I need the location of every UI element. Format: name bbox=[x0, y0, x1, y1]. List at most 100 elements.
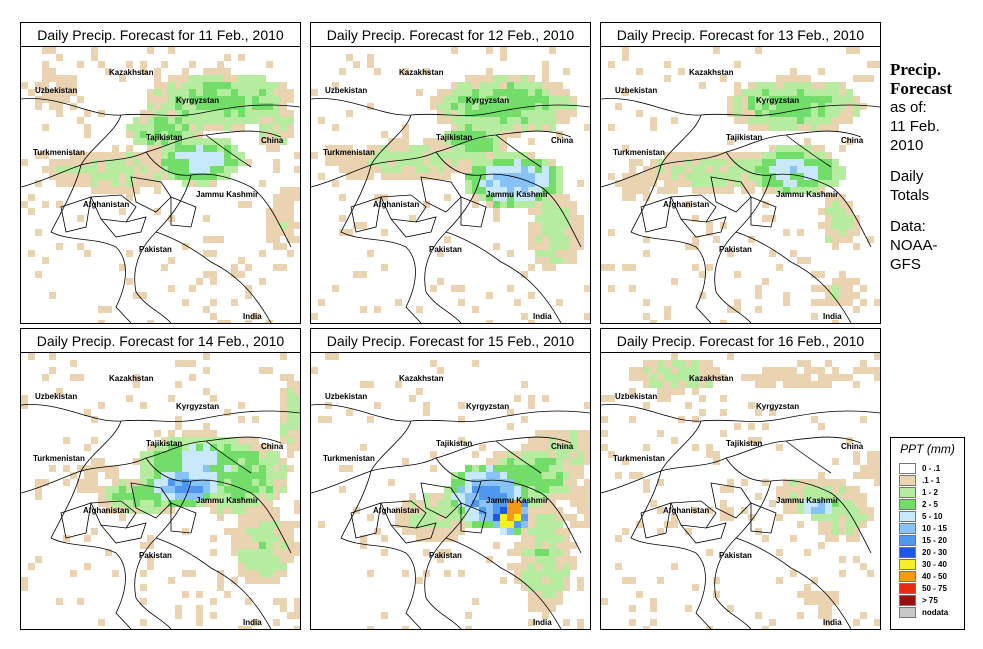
country-label-jammu-kashmir: Jammu Kashmir bbox=[776, 190, 838, 199]
country-label-india: India bbox=[533, 618, 552, 627]
country-label-uzbekistan: Uzbekistan bbox=[615, 86, 657, 95]
country-label-uzbekistan: Uzbekistan bbox=[325, 86, 367, 95]
country-label-pakistan: Pakistan bbox=[429, 551, 462, 560]
map-canvas: Uzbekistan Kazakhstan Kyrgyzstan Tajikistan… bbox=[21, 47, 300, 323]
border-lines bbox=[311, 98, 590, 323]
forecast-panel-feb14: Daily Precip. Forecast for 14 Feb., 2010… bbox=[20, 328, 301, 630]
legend-label: nodata bbox=[922, 607, 949, 617]
country-label-tajikistan: Tajikistan bbox=[146, 133, 182, 142]
legend-swatch bbox=[899, 546, 916, 558]
precip-map: Uzbekistan Kazakhstan Kyrgyzstan Tajikistan… bbox=[600, 353, 881, 630]
country-label-jammu-kashmir: Jammu Kashmir bbox=[486, 190, 548, 199]
legend-label: 2 - 5 bbox=[922, 499, 939, 509]
legend-item: 15 - 20 bbox=[899, 534, 964, 546]
country-label-china: China bbox=[551, 136, 574, 145]
precip-grid bbox=[21, 47, 300, 323]
country-label-turkmenistan: Turkmenistan bbox=[323, 454, 375, 463]
asof-line-1: as of: bbox=[890, 99, 927, 116]
precip-map: Uzbekistan Kazakhstan Kyrgyzstan Tajikistan… bbox=[600, 47, 881, 324]
legend-title: PPT (mm) bbox=[900, 442, 955, 456]
country-label-pakistan: Pakistan bbox=[719, 245, 752, 254]
legend-label: > 75 bbox=[922, 595, 938, 605]
side-info: Precip. Forecast as of: 11 Feb. 2010 Dai… bbox=[890, 60, 980, 274]
legend-swatch bbox=[899, 498, 916, 510]
precip-map: Uzbekistan Kazakhstan Kyrgyzstan Tajikistan… bbox=[310, 47, 591, 324]
heading-line-1: Precip. bbox=[890, 60, 942, 79]
country-label-china: China bbox=[551, 442, 574, 451]
legend-swatch bbox=[899, 462, 916, 474]
precip-map: Uzbekistan Kazakhstan Kyrgyzstan Tajikistan… bbox=[20, 353, 301, 630]
country-label-jammu-kashmir: Jammu Kashmir bbox=[196, 496, 258, 505]
country-label-turkmenistan: Turkmenistan bbox=[33, 148, 85, 157]
country-label-pakistan: Pakistan bbox=[139, 245, 172, 254]
data-line-3: GFS bbox=[890, 256, 921, 273]
map-canvas: Uzbekistan Kazakhstan Kyrgyzstan Tajikistan… bbox=[601, 353, 880, 629]
country-label-india: India bbox=[533, 312, 552, 321]
legend-item: 40 - 50 bbox=[899, 570, 964, 582]
map-canvas: Uzbekistan Kazakhstan Kyrgyzstan Tajikistan… bbox=[21, 353, 300, 629]
country-label-pakistan: Pakistan bbox=[719, 551, 752, 560]
panel-title: Daily Precip. Forecast for 15 Feb., 2010 bbox=[310, 328, 591, 353]
country-label-china: China bbox=[841, 442, 864, 451]
legend-swatch bbox=[899, 606, 916, 618]
data-line-2: NOAA- bbox=[890, 237, 938, 254]
country-label-afghanistan: Afghanistan bbox=[373, 506, 419, 515]
asof-line-3: 2010 bbox=[890, 137, 924, 154]
country-label-kyrgyzstan: Kyrgyzstan bbox=[756, 402, 799, 411]
legend-swatch bbox=[899, 594, 916, 606]
country-label-kyrgyzstan: Kyrgyzstan bbox=[756, 96, 799, 105]
country-label-uzbekistan: Uzbekistan bbox=[615, 392, 657, 401]
map-canvas: Uzbekistan Kazakhstan Kyrgyzstan Tajikistan… bbox=[311, 353, 590, 629]
legend-label: 0 - .1 bbox=[922, 463, 941, 473]
country-label-tajikistan: Tajikistan bbox=[726, 133, 762, 142]
precip-grid bbox=[21, 353, 300, 629]
country-label-pakistan: Pakistan bbox=[429, 245, 462, 254]
precip-grid bbox=[601, 353, 880, 629]
legend-item: 20 - 30 bbox=[899, 546, 964, 558]
country-label-china: China bbox=[261, 136, 284, 145]
country-label-jammu-kashmir: Jammu Kashmir bbox=[486, 496, 548, 505]
asof-line-2: 11 Feb. bbox=[890, 118, 940, 135]
panel-title: Daily Precip. Forecast for 16 Feb., 2010 bbox=[600, 328, 881, 353]
country-label-uzbekistan: Uzbekistan bbox=[35, 86, 77, 95]
country-label-kazakhstan: Kazakhstan bbox=[109, 68, 154, 77]
country-label-pakistan: Pakistan bbox=[139, 551, 172, 560]
legend-label: 50 - 75 bbox=[922, 583, 947, 593]
country-label-india: India bbox=[243, 312, 262, 321]
country-label-jammu-kashmir: Jammu Kashmir bbox=[776, 496, 838, 505]
legend-item: .1 - 1 bbox=[899, 474, 964, 486]
precip-map: Uzbekistan Kazakhstan Kyrgyzstan Tajikistan… bbox=[310, 353, 591, 630]
forecast-panel-feb15: Daily Precip. Forecast for 15 Feb., 2010… bbox=[310, 328, 591, 630]
legend-swatch bbox=[899, 534, 916, 546]
border-lines bbox=[601, 98, 880, 323]
country-label-tajikistan: Tajikistan bbox=[436, 133, 472, 142]
precip-grid bbox=[311, 353, 590, 629]
legend-item: > 75 bbox=[899, 594, 964, 606]
totals-line-1: Daily bbox=[890, 168, 924, 185]
data-line-1: Data: bbox=[890, 218, 926, 235]
legend-item: 2 - 5 bbox=[899, 498, 964, 510]
country-label-afghanistan: Afghanistan bbox=[373, 200, 419, 209]
legend-swatch bbox=[899, 474, 916, 486]
forecast-panel-feb11: Daily Precip. Forecast for 11 Feb., 2010… bbox=[20, 22, 301, 324]
legend-item: 50 - 75 bbox=[899, 582, 964, 594]
country-label-kazakhstan: Kazakhstan bbox=[399, 374, 444, 383]
country-label-china: China bbox=[841, 136, 864, 145]
country-label-kyrgyzstan: Kyrgyzstan bbox=[176, 96, 219, 105]
country-label-india: India bbox=[823, 312, 842, 321]
border-lines bbox=[601, 404, 880, 629]
legend-swatch bbox=[899, 558, 916, 570]
legend-label: 5 - 10 bbox=[922, 511, 943, 521]
panel-title: Daily Precip. Forecast for 13 Feb., 2010 bbox=[600, 22, 881, 47]
legend-label: 20 - 30 bbox=[922, 547, 947, 557]
legend-item: nodata bbox=[899, 606, 964, 618]
legend-label: 10 - 15 bbox=[922, 523, 947, 533]
legend-item: 30 - 40 bbox=[899, 558, 964, 570]
legend-label: 30 - 40 bbox=[922, 559, 947, 569]
country-label-uzbekistan: Uzbekistan bbox=[35, 392, 77, 401]
legend-rows: 0 - .1 .1 - 1 1 - 2 2 - 5 5 - 10 10 - 15 15 - … bbox=[891, 462, 964, 618]
legend-swatch bbox=[899, 486, 916, 498]
country-label-turkmenistan: Turkmenistan bbox=[323, 148, 375, 157]
country-label-kazakhstan: Kazakhstan bbox=[109, 374, 154, 383]
country-label-kyrgyzstan: Kyrgyzstan bbox=[176, 402, 219, 411]
